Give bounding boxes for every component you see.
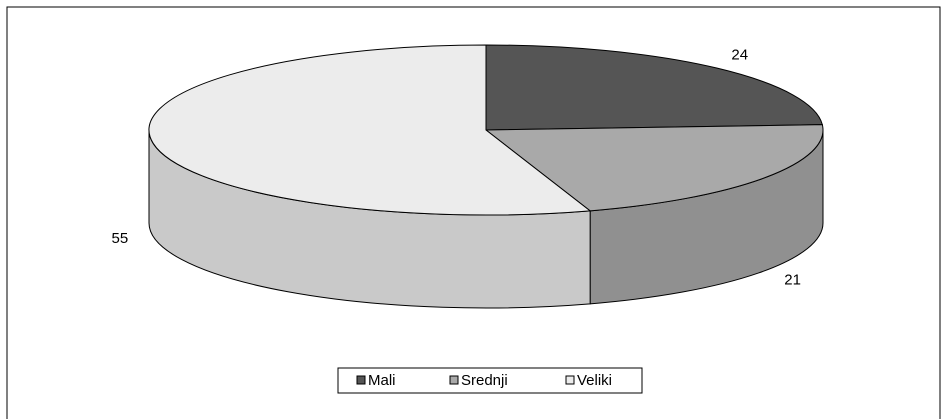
data-label: 21 xyxy=(784,271,801,288)
data-label: 55 xyxy=(112,230,129,247)
pie-slice xyxy=(485,44,823,131)
legend-swatch xyxy=(565,375,575,385)
legend-label: Mali xyxy=(368,372,396,389)
pie-slice xyxy=(484,124,824,212)
legend-swatch xyxy=(356,375,366,385)
legend-swatch xyxy=(449,375,459,385)
legend-box xyxy=(337,367,643,394)
legend-label: Srednji xyxy=(461,372,508,389)
pie-slice xyxy=(148,44,592,216)
data-label: 24 xyxy=(731,47,748,64)
legend-label: Veliki xyxy=(577,372,612,389)
